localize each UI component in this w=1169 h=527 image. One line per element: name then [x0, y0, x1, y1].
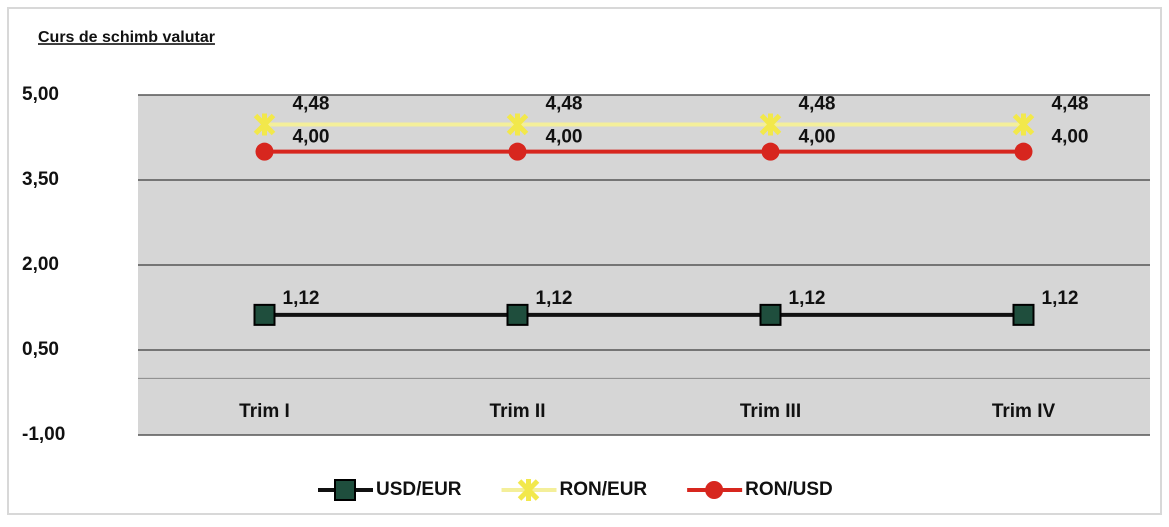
data-label: 1,12 [1042, 288, 1079, 309]
data-point [506, 113, 529, 136]
data-label: 1,12 [789, 288, 826, 309]
legend-label: RON/EUR [560, 479, 648, 500]
legend-label: USD/EUR [376, 479, 462, 500]
data-point [759, 113, 782, 136]
data-point [253, 303, 276, 326]
data-point [761, 142, 780, 161]
legend-label: RON/USD [745, 479, 833, 500]
y-tick-label: -1,00 [22, 424, 65, 445]
y-tick-label: 0,50 [22, 339, 59, 360]
data-label: 4,48 [293, 93, 330, 114]
legend-marker [705, 481, 724, 499]
x-tick-label: Trim I [239, 401, 290, 422]
data-point [1012, 303, 1035, 326]
y-tick-label: 2,00 [22, 254, 59, 275]
data-label: 4,00 [546, 127, 583, 148]
data-point [1012, 113, 1035, 136]
data-point [506, 303, 529, 326]
chart-title: Curs de schimb valutar [38, 29, 215, 46]
data-point [253, 113, 276, 136]
data-label: 4,00 [293, 127, 330, 148]
x-tick-label: Trim III [740, 401, 801, 422]
x-tick-label: Trim II [490, 401, 546, 422]
data-label: 4,00 [1052, 127, 1089, 148]
data-point [508, 142, 527, 161]
data-label: 1,12 [536, 288, 573, 309]
data-point [1014, 142, 1033, 161]
data-label: 4,48 [799, 93, 836, 114]
legend-marker [334, 479, 356, 501]
x-tick-label: Trim IV [992, 401, 1056, 422]
y-tick-label: 5,00 [22, 84, 59, 105]
legend-marker [517, 479, 540, 501]
data-label: 4,48 [546, 93, 583, 114]
data-point [759, 303, 782, 326]
y-tick-label: 3,50 [22, 169, 59, 190]
data-point [255, 142, 274, 161]
data-label: 4,48 [1052, 93, 1089, 114]
data-label: 4,00 [799, 127, 836, 148]
data-label: 1,12 [283, 288, 320, 309]
